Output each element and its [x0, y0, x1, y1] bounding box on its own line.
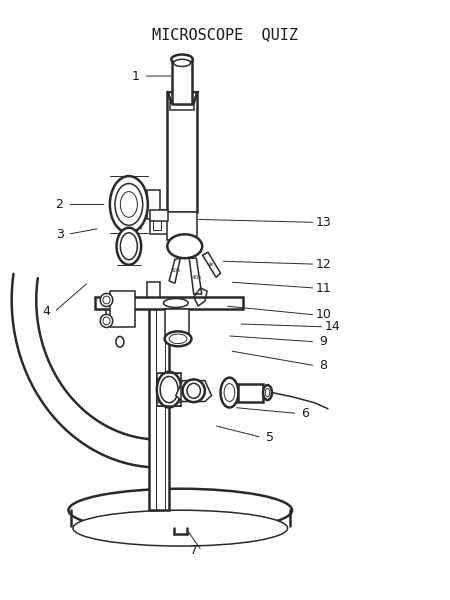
Bar	[167, 92, 197, 212]
Ellipse shape	[120, 233, 137, 260]
Text: 11: 11	[315, 281, 331, 295]
Bar	[153, 215, 161, 230]
Bar	[110, 291, 135, 327]
Text: 10: 10	[315, 308, 331, 322]
Ellipse shape	[174, 59, 190, 67]
Ellipse shape	[100, 314, 113, 328]
Bar	[157, 373, 181, 406]
Ellipse shape	[167, 235, 202, 258]
Ellipse shape	[169, 334, 187, 344]
Ellipse shape	[103, 317, 110, 325]
Ellipse shape	[183, 379, 205, 402]
Bar	[149, 301, 169, 510]
Ellipse shape	[160, 376, 178, 403]
Ellipse shape	[187, 383, 200, 398]
Ellipse shape	[103, 296, 110, 304]
Polygon shape	[169, 258, 180, 283]
Polygon shape	[176, 380, 212, 401]
Bar	[147, 190, 160, 220]
Polygon shape	[202, 252, 220, 277]
Polygon shape	[189, 258, 202, 294]
Bar	[238, 383, 263, 401]
Ellipse shape	[73, 510, 288, 546]
Ellipse shape	[171, 55, 193, 64]
Ellipse shape	[115, 184, 143, 226]
Ellipse shape	[117, 228, 141, 265]
Ellipse shape	[120, 191, 137, 217]
Text: MICROSCOPE  QUIZ: MICROSCOPE QUIZ	[152, 27, 298, 42]
Text: 6: 6	[302, 407, 310, 420]
Text: 8: 8	[320, 359, 328, 372]
Text: 1: 1	[131, 70, 140, 83]
Ellipse shape	[163, 299, 188, 307]
Ellipse shape	[110, 176, 148, 233]
Text: 5: 5	[266, 431, 274, 444]
Text: 2: 2	[56, 198, 63, 211]
Text: 4x: 4x	[207, 262, 214, 266]
Bar	[172, 59, 192, 104]
Ellipse shape	[157, 371, 181, 407]
Bar	[150, 211, 195, 235]
Bar	[95, 297, 243, 309]
Ellipse shape	[224, 383, 235, 401]
Bar	[150, 211, 168, 221]
Text: 7: 7	[190, 544, 198, 557]
Ellipse shape	[116, 337, 124, 347]
Ellipse shape	[100, 293, 113, 307]
Ellipse shape	[265, 388, 270, 397]
Ellipse shape	[68, 489, 292, 532]
Text: 9: 9	[320, 335, 327, 349]
Bar	[171, 103, 194, 110]
Text: 4: 4	[42, 305, 50, 319]
Text: 12: 12	[315, 257, 331, 271]
Text: 3: 3	[56, 228, 63, 241]
Ellipse shape	[165, 331, 191, 346]
Polygon shape	[168, 92, 197, 103]
Text: 13: 13	[315, 216, 331, 229]
Bar	[167, 212, 197, 240]
Text: 14: 14	[324, 320, 340, 334]
Ellipse shape	[220, 377, 238, 407]
Text: 40x: 40x	[191, 275, 202, 280]
Text: 10x: 10x	[171, 268, 180, 272]
Ellipse shape	[263, 385, 272, 400]
Bar	[165, 309, 189, 339]
